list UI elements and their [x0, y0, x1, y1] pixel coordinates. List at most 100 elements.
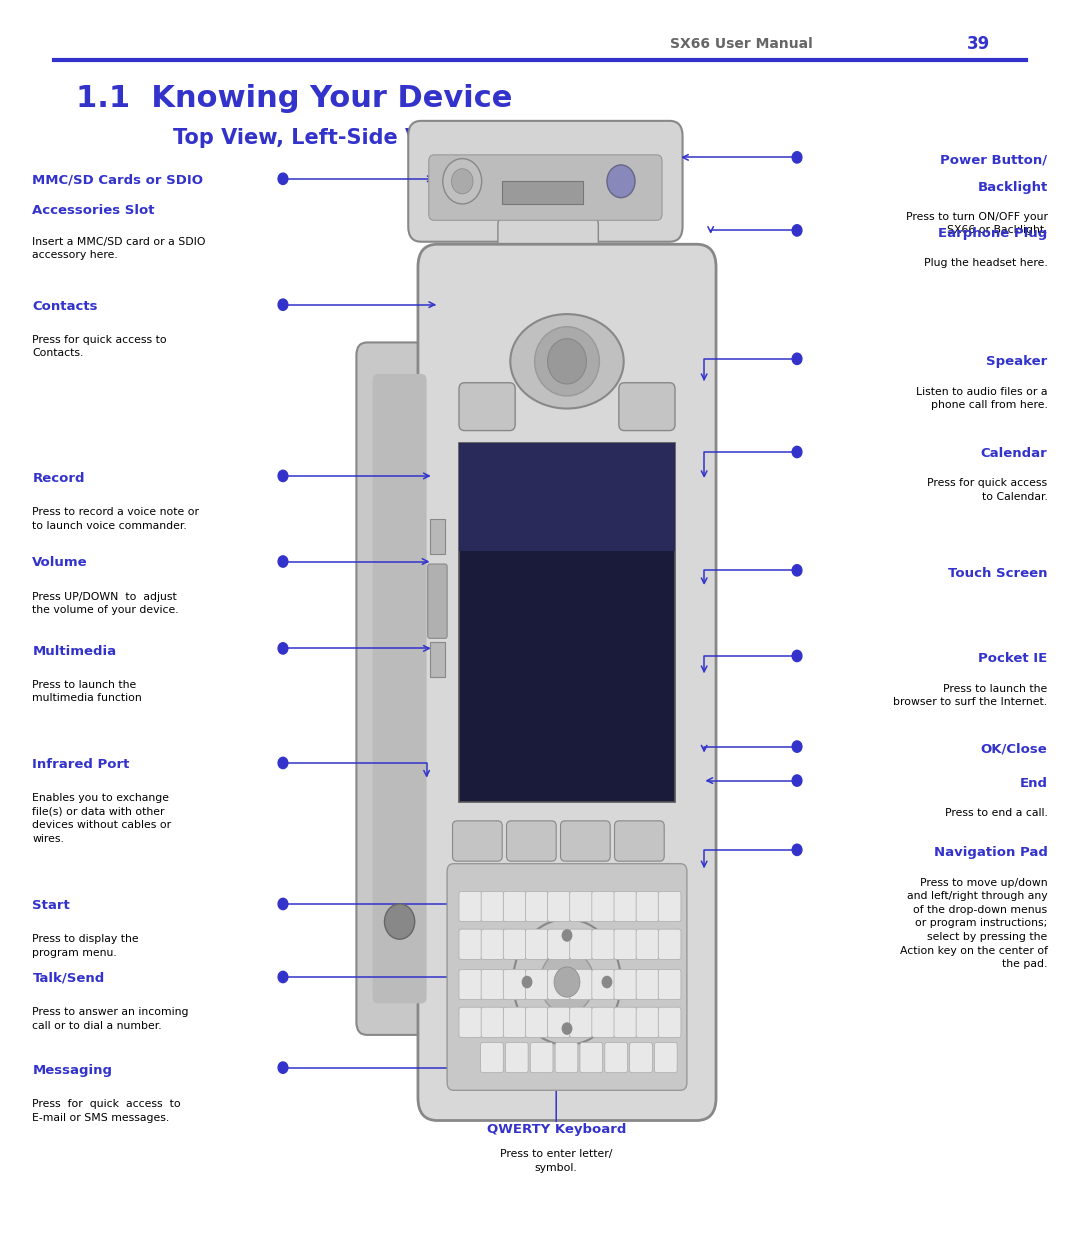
Text: Top View, Left-Side View, and Front View: Top View, Left-Side View, and Front View	[173, 128, 652, 149]
FancyBboxPatch shape	[482, 891, 504, 922]
Circle shape	[279, 757, 288, 768]
Circle shape	[602, 976, 612, 988]
Text: 1.1  Knowing Your Device: 1.1 Knowing Your Device	[76, 83, 512, 113]
Text: QWERTY Keyboard: QWERTY Keyboard	[486, 1123, 626, 1136]
FancyBboxPatch shape	[498, 219, 598, 259]
FancyBboxPatch shape	[570, 969, 593, 1000]
FancyBboxPatch shape	[526, 929, 549, 959]
FancyBboxPatch shape	[503, 929, 526, 959]
Text: Press to display the
program menu.: Press to display the program menu.	[32, 934, 139, 958]
Circle shape	[792, 152, 802, 164]
FancyBboxPatch shape	[530, 1042, 553, 1073]
Circle shape	[384, 904, 415, 939]
Text: Press to turn ON/OFF your
SX66 or Backlight.: Press to turn ON/OFF your SX66 or Backli…	[906, 212, 1048, 235]
Text: Calendar: Calendar	[981, 447, 1048, 460]
FancyBboxPatch shape	[459, 1007, 482, 1037]
FancyBboxPatch shape	[613, 929, 637, 959]
FancyBboxPatch shape	[570, 891, 593, 922]
Circle shape	[792, 740, 802, 753]
FancyBboxPatch shape	[503, 969, 526, 1000]
Text: Volume: Volume	[32, 556, 89, 569]
Circle shape	[792, 354, 802, 365]
Text: End: End	[1020, 777, 1048, 789]
FancyBboxPatch shape	[356, 342, 443, 1035]
FancyBboxPatch shape	[615, 821, 664, 861]
Text: OK/Close: OK/Close	[981, 743, 1048, 755]
FancyBboxPatch shape	[459, 891, 482, 922]
Text: Press to launch the
multimedia function: Press to launch the multimedia function	[32, 680, 143, 704]
Circle shape	[522, 976, 532, 988]
FancyBboxPatch shape	[459, 929, 482, 959]
Circle shape	[279, 972, 288, 982]
Ellipse shape	[511, 313, 624, 408]
Text: Talk/Send: Talk/Send	[32, 972, 105, 985]
Circle shape	[279, 556, 288, 567]
Circle shape	[443, 159, 482, 204]
FancyBboxPatch shape	[373, 374, 427, 1003]
FancyBboxPatch shape	[619, 383, 675, 431]
FancyBboxPatch shape	[548, 969, 570, 1000]
Text: Press UP/DOWN  to  adjust
the volume of your device.: Press UP/DOWN to adjust the volume of yo…	[32, 592, 179, 616]
FancyBboxPatch shape	[592, 1007, 615, 1037]
FancyBboxPatch shape	[418, 244, 716, 1121]
Text: Insert a MMC/SD card or a SDIO
accessory here.: Insert a MMC/SD card or a SDIO accessory…	[32, 237, 206, 261]
Bar	[502, 181, 583, 204]
FancyBboxPatch shape	[659, 929, 681, 959]
FancyBboxPatch shape	[503, 1007, 526, 1037]
Text: MMC/SD Cards or SDIO: MMC/SD Cards or SDIO	[32, 174, 203, 186]
Text: Multimedia: Multimedia	[32, 645, 117, 657]
FancyBboxPatch shape	[453, 821, 502, 861]
Text: Record: Record	[32, 472, 85, 485]
Ellipse shape	[535, 326, 599, 395]
Circle shape	[562, 929, 572, 942]
FancyBboxPatch shape	[636, 891, 659, 922]
FancyBboxPatch shape	[481, 1042, 503, 1073]
Text: Messaging: Messaging	[32, 1064, 112, 1076]
FancyBboxPatch shape	[459, 383, 515, 431]
Circle shape	[540, 951, 594, 1013]
FancyBboxPatch shape	[548, 929, 570, 959]
FancyBboxPatch shape	[548, 891, 570, 922]
FancyBboxPatch shape	[636, 1007, 659, 1037]
Text: Press to launch the
browser to surf the Internet.: Press to launch the browser to surf the …	[893, 684, 1048, 708]
Text: Press for quick access
to Calendar.: Press for quick access to Calendar.	[928, 478, 1048, 502]
Circle shape	[792, 565, 802, 577]
Text: Start: Start	[32, 899, 70, 912]
Text: Press for quick access to
Contacts.: Press for quick access to Contacts.	[32, 335, 167, 359]
Text: Press to record a voice note or
to launch voice commander.: Press to record a voice note or to launc…	[32, 507, 200, 531]
FancyBboxPatch shape	[555, 1042, 578, 1073]
Text: Infrared Port: Infrared Port	[32, 758, 130, 771]
Text: Listen to audio files or a
phone call from here.: Listen to audio files or a phone call fr…	[916, 387, 1048, 410]
Circle shape	[451, 169, 473, 194]
Text: Press to enter letter/
symbol.: Press to enter letter/ symbol.	[500, 1149, 612, 1173]
Text: Navigation Pad: Navigation Pad	[934, 846, 1048, 859]
FancyBboxPatch shape	[592, 891, 615, 922]
Circle shape	[562, 1022, 572, 1035]
Text: Pocket IE: Pocket IE	[978, 652, 1048, 665]
Circle shape	[279, 174, 288, 185]
Circle shape	[279, 643, 288, 655]
FancyBboxPatch shape	[636, 969, 659, 1000]
Text: Power Button/: Power Button/	[941, 154, 1048, 166]
Circle shape	[279, 471, 288, 482]
FancyBboxPatch shape	[592, 969, 615, 1000]
FancyBboxPatch shape	[570, 929, 593, 959]
FancyBboxPatch shape	[526, 891, 549, 922]
FancyBboxPatch shape	[592, 929, 615, 959]
FancyBboxPatch shape	[503, 891, 526, 922]
FancyBboxPatch shape	[526, 969, 549, 1000]
Circle shape	[792, 225, 802, 237]
FancyBboxPatch shape	[654, 1042, 677, 1073]
Bar	[430, 582, 445, 617]
Text: Speaker: Speaker	[986, 355, 1048, 368]
Text: 39: 39	[967, 35, 990, 53]
Circle shape	[554, 967, 580, 997]
Text: Backlight: Backlight	[977, 181, 1048, 194]
Text: Press to answer an incoming
call or to dial a number.: Press to answer an incoming call or to d…	[32, 1007, 189, 1031]
FancyBboxPatch shape	[507, 821, 556, 861]
FancyBboxPatch shape	[548, 1007, 570, 1037]
FancyBboxPatch shape	[613, 969, 637, 1000]
FancyBboxPatch shape	[429, 155, 662, 220]
FancyBboxPatch shape	[659, 1007, 681, 1037]
FancyBboxPatch shape	[482, 969, 504, 1000]
